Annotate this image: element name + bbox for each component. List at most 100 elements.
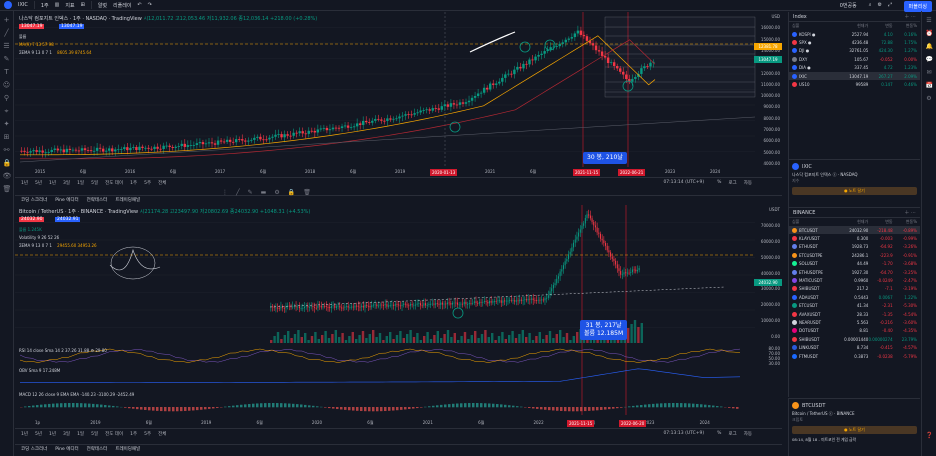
chat-icon[interactable]: 💬 — [925, 56, 933, 63]
watchlist-icon[interactable]: ☰ — [926, 17, 932, 24]
tool-icon[interactable]: ▬ — [260, 188, 267, 196]
watchlist-row[interactable]: ETHUSDTPE 1927.30 -64.70 -3.25% — [789, 268, 920, 276]
search-icon[interactable]: ⌕ — [868, 2, 872, 8]
undo-icon[interactable]: ↶ — [137, 2, 142, 8]
watchlist-row[interactable]: SHIBUSDT 0.00001440 0.00000274 23.79% — [789, 335, 920, 343]
add-note-button[interactable]: ● 노트 달기 — [792, 426, 917, 434]
tf-5y[interactable]: 5년 — [35, 431, 43, 437]
nasdaq-sell-badge[interactable]: 13047.19 — [19, 24, 45, 29]
notifications-icon[interactable]: 🔔 — [925, 43, 933, 50]
tf-1w[interactable]: 1주 — [130, 180, 138, 186]
btc-buy-badge[interactable]: 24032.91 — [55, 217, 81, 222]
tf-all-data[interactable]: 전도 데이 — [105, 180, 124, 186]
settings-icon[interactable]: ⚙ — [877, 2, 882, 8]
col-change[interactable]: 변동 — [885, 219, 893, 224]
tf-1y-b[interactable]: 1년 — [49, 431, 57, 437]
col-symbol[interactable]: 심볼 — [792, 23, 800, 28]
btc-sell-badge[interactable]: 24032.90 — [19, 217, 45, 222]
tf-all[interactable]: 전체 — [158, 431, 167, 437]
watchlist-row[interactable]: SHIBUSDT 217.2 -7.1 -3.19% — [789, 285, 920, 293]
log-toggle[interactable]: 로그 — [728, 431, 737, 437]
watchlist-row[interactable]: US10 99589 0.147 0.46% — [789, 80, 920, 88]
tf-5w[interactable]: 5주 — [144, 180, 152, 186]
watchlist-row[interactable]: SOLUSDT 44.49 -1.70 -3.68% — [789, 260, 920, 268]
tf-all-data[interactable]: 전도 데이 — [105, 431, 124, 437]
tab-pine-editor[interactable]: Pine 에디터 — [55, 447, 79, 452]
tab-trading-panel[interactable]: 트레이딩패널 — [115, 447, 141, 452]
floating-drawing-toolbar[interactable]: ⋮ ╱ ✎ ▬ ⚙ 🔒 🗑 — [222, 188, 422, 196]
logo-icon[interactable] — [4, 1, 12, 9]
col-change-pct[interactable]: 변동% — [905, 23, 918, 28]
tf-1y[interactable]: 1년 — [21, 180, 29, 186]
redo-icon[interactable]: ↷ — [147, 2, 152, 8]
clock[interactable]: 07:13:14 (UTC+9) — [663, 180, 705, 185]
trendline-icon[interactable]: ╱ — [4, 29, 9, 37]
watchlist-row[interactable]: IXIC 13047.19 267.27 2.09% — [789, 71, 920, 81]
watchlist-row[interactable]: ADAUSDT 0.5443 0.0067 1.22% — [789, 293, 920, 301]
tool-icon[interactable]: ✎ — [247, 188, 253, 196]
rsi-axis[interactable]: 80.00 70.00 50.00 30.00 — [754, 346, 782, 366]
tab-stock-screener[interactable]: 코딩 스크리너 — [21, 447, 48, 452]
nasdaq-time-axis[interactable]: 20156월20166월20176월20186월20196월20216월2022… — [15, 167, 755, 176]
watchlist-row[interactable]: ETCUSDT 41.34 -2.31 -5.30% — [789, 302, 920, 310]
link-icon[interactable]: ⚯ — [3, 146, 10, 154]
alert-button[interactable]: 알럿 — [97, 2, 108, 9]
calendar-icon[interactable]: 📅 — [925, 82, 933, 89]
emoji-icon[interactable]: ☺ — [2, 81, 11, 89]
watchlist-row[interactable]: SPX ● 4236.48 72.88 1.75% — [789, 38, 920, 46]
tab-strategy-tester[interactable]: 전략테스터 — [86, 447, 108, 452]
watchlist-row[interactable]: DIA ● 337.45 4.72 1.23% — [789, 64, 920, 72]
tab-trading-panel[interactable]: 트레이딩패널 — [115, 198, 141, 203]
measure-icon[interactable]: ⚲ — [3, 94, 10, 102]
add-symbol-icon[interactable]: ＋ ⋯ — [904, 210, 916, 216]
tf-3d[interactable]: 3일 — [63, 431, 71, 437]
log-toggle[interactable]: 로그 — [728, 180, 737, 186]
watchlist-row[interactable]: MATICUSDT 0.9960 -0.0249 -2.47% — [789, 276, 920, 284]
templates-icon[interactable]: ⊞ — [80, 2, 85, 8]
watchlist-row[interactable]: ETCUSDTPE 24286.1 -223.9 -0.91% — [789, 251, 920, 259]
auto-toggle[interactable]: 자동 — [743, 180, 752, 186]
tf-3d[interactable]: 3일 — [63, 180, 71, 186]
tool-icon[interactable]: 🗑 — [303, 188, 311, 196]
replay-button[interactable]: 리플레이 — [113, 2, 132, 9]
brush-icon[interactable]: ✎ — [3, 55, 10, 63]
layers-icon[interactable]: ⊞ — [3, 133, 10, 141]
zoom-icon[interactable]: ⌖ — [4, 107, 9, 115]
col-change-pct[interactable]: 변동% — [905, 219, 918, 224]
symbol-search[interactable]: IXIC — [18, 2, 28, 8]
crosshair-icon[interactable]: + — [3, 16, 10, 24]
alerts-icon[interactable]: ⏰ — [925, 30, 933, 37]
watchlist-row[interactable]: DXY 105.67 -0.052 0.00% — [789, 55, 920, 63]
tool-icon[interactable]: 🔒 — [287, 188, 296, 196]
watchlist-row[interactable]: ETHUSDT 1928.73 -64.92 -3.26% — [789, 243, 920, 251]
magnet-icon[interactable]: ✦ — [3, 120, 10, 128]
watchlist-row[interactable]: NEARUSDT 5.563 -0.216 -3.60% — [789, 318, 920, 326]
nasdaq-buy-badge[interactable]: 13047.19 — [59, 24, 85, 29]
watchlist-row[interactable]: LINKUSDT 8.734 -0.415 -4.57% — [789, 343, 920, 351]
indicators-button[interactable]: 지표 — [65, 2, 75, 9]
tf-1d[interactable]: 1일 — [77, 180, 85, 186]
auto-toggle[interactable]: 자동 — [743, 431, 752, 437]
chart-type-icon[interactable]: ▥ — [54, 2, 60, 8]
percent-toggle[interactable]: % — [717, 431, 722, 436]
btc-price-axis[interactable]: USDT 70000.00 60000.00 50000.00 40000.00 3000… — [754, 205, 782, 345]
watchlist-row[interactable]: AVAXUSDT 28.33 -1.35 -4.54% — [789, 310, 920, 318]
watchlist-row[interactable]: FTMUSDT 0.3873 -0.0238 -5.79% — [789, 352, 920, 360]
nasdaq-price-axis[interactable]: USD16000.0015000.0014000.0013000.0012000… — [754, 12, 782, 167]
tf-all[interactable]: 전체 — [158, 180, 167, 186]
tool-icon[interactable]: ⋮ — [222, 188, 228, 196]
chart-pane-nasdaq[interactable]: 나스닥 컴포지트 인덱스 · 1주 · NASDAQ · TradingView… — [15, 12, 782, 177]
news-headline[interactable]: 08:14, 8월 18 - 미트코인 전 게임 급락 — [792, 437, 857, 442]
tf-5y[interactable]: 5년 — [35, 180, 43, 186]
watchlist-title[interactable]: Index ＋ ⋯ — [789, 12, 920, 22]
tool-icon[interactable]: ⚙ — [274, 188, 280, 196]
chart-pane-btc[interactable]: Bitcoin / TetherUS · 1주 · BINANCE · Trad… — [15, 205, 782, 427]
interval-button[interactable]: 1주 — [40, 2, 49, 9]
lock-icon[interactable]: 🔒 — [2, 159, 12, 167]
col-last[interactable]: 현재가 — [857, 23, 869, 28]
watchlist-title[interactable]: BINANCE ＋ ⋯ — [789, 208, 920, 218]
layout-name-button[interactable]: 0번공동 — [839, 2, 857, 9]
clock[interactable]: 07:13:13 (UTC+9) — [663, 431, 705, 436]
tf-5d[interactable]: 5일 — [91, 431, 99, 437]
fullscreen-icon[interactable]: ⤢ — [887, 2, 892, 8]
